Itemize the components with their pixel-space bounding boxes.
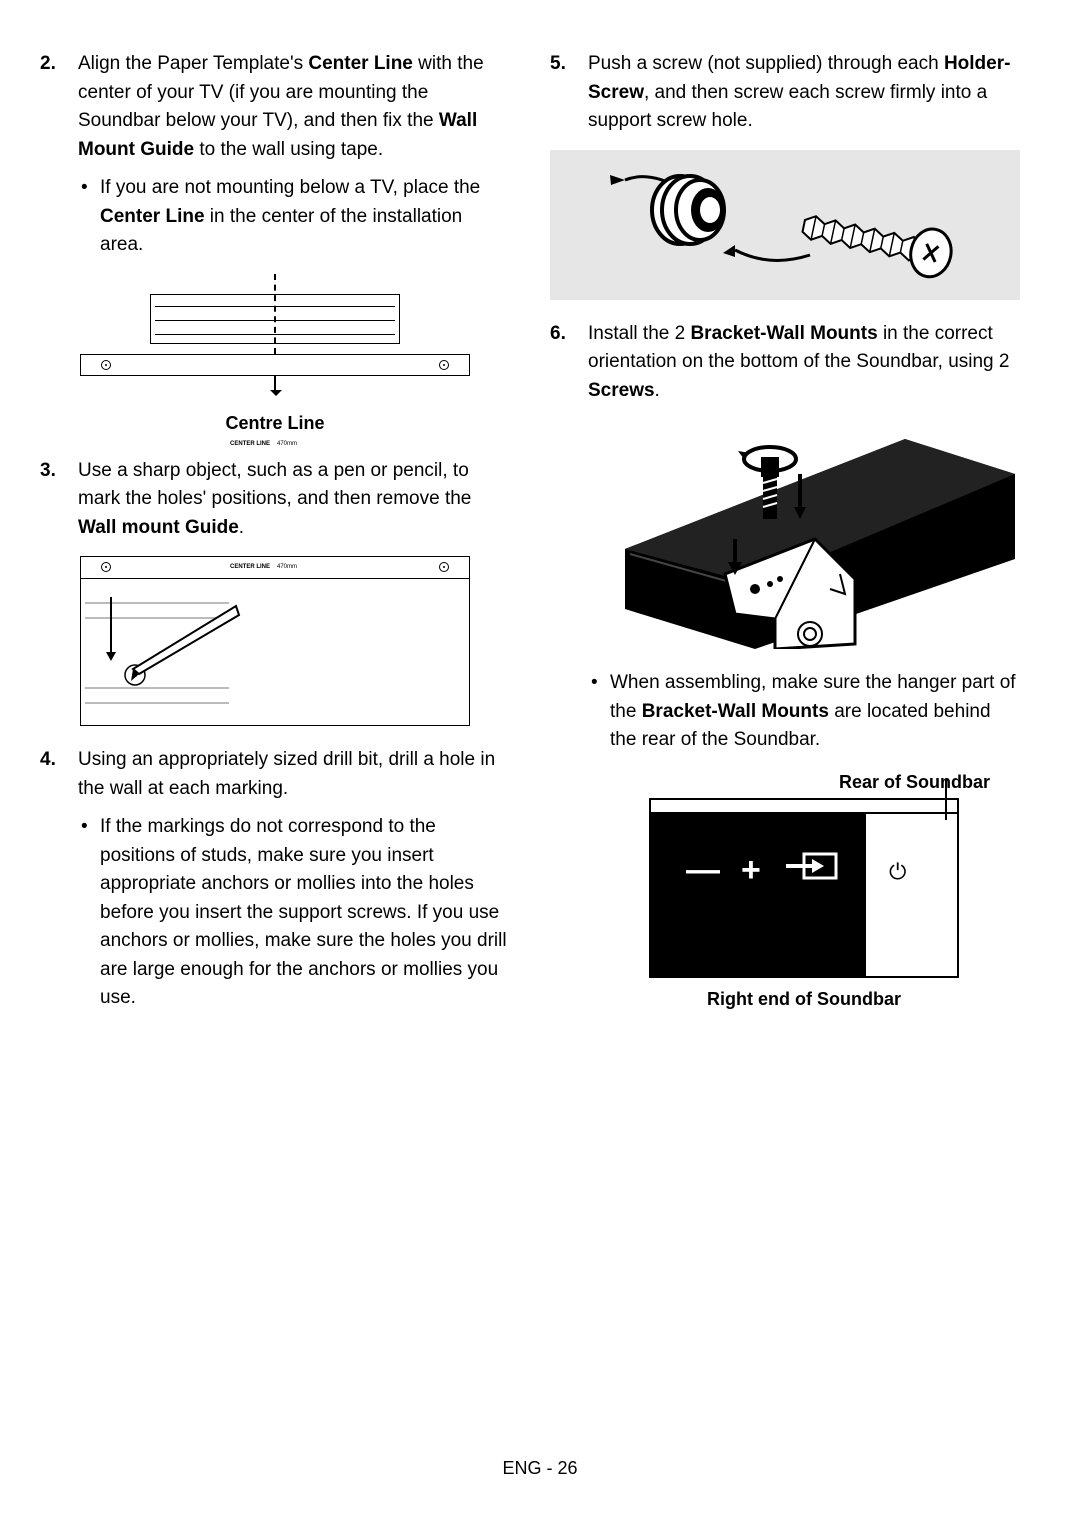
step-6: 6. Install the 2 Bracket-Wall Mounts in …	[550, 320, 1020, 406]
left-column: 2. Align the Paper Template's Center Lin…	[40, 50, 510, 1430]
step-5-number: 5.	[550, 50, 566, 79]
step-2-bullet: If you are not mounting below a TV, plac…	[78, 174, 510, 260]
right-end-label: Right end of Soundbar	[588, 986, 1020, 1013]
step-3-number: 3.	[40, 457, 56, 486]
figure-holder-screw	[550, 150, 1020, 300]
step-5: 5. Push a screw (not supplied) through e…	[550, 50, 1020, 136]
figure-center-line: CENTER LINE 470mm Centre Line	[40, 274, 510, 437]
step-5-text: Push a screw (not supplied) through each…	[588, 53, 1010, 131]
figure-bracket-mount	[550, 419, 1020, 649]
step-6-text: Install the 2 Bracket-Wall Mounts in the…	[588, 323, 1009, 401]
step-6-number: 6.	[550, 320, 566, 349]
right-column: 5. Push a screw (not supplied) through e…	[550, 50, 1020, 1430]
step-4-bullet: If the markings do not correspond to the…	[78, 813, 510, 1013]
pencil-icon	[81, 597, 251, 707]
power-icon: ⏻	[889, 855, 906, 888]
step-4: 4. Using an appropriately sized drill bi…	[40, 746, 510, 1013]
step-4-text: Using an appropriately sized drill bit, …	[78, 749, 495, 799]
figure-rear-soundbar: Rear of Soundbar — + ⏻ Right end of Soun…	[550, 769, 1020, 1013]
step-4-number: 4.	[40, 746, 56, 775]
screw-spring-icon	[550, 150, 1020, 300]
figure-mark-holes: CENTER LINE 470mm	[40, 556, 510, 726]
minus-icon: —	[686, 845, 720, 896]
source-icon	[786, 850, 840, 882]
step-3: 3. Use a sharp object, such as a pen or …	[40, 457, 510, 543]
bracket-icon	[550, 419, 1020, 649]
plus-icon: +	[741, 845, 761, 896]
step-2: 2. Align the Paper Template's Center Lin…	[40, 50, 510, 260]
figure-caption: Centre Line	[40, 410, 510, 437]
step-3-text: Use a sharp object, such as a pen or pen…	[78, 460, 471, 538]
step-2-number: 2.	[40, 50, 56, 79]
page-footer: ENG - 26	[0, 1455, 1080, 1482]
step-6-bullet: When assembling, make sure the hanger pa…	[588, 669, 1020, 755]
step-2-text: Align the Paper Template's Center Line w…	[78, 53, 484, 160]
rear-label: Rear of Soundbar	[588, 769, 1020, 796]
